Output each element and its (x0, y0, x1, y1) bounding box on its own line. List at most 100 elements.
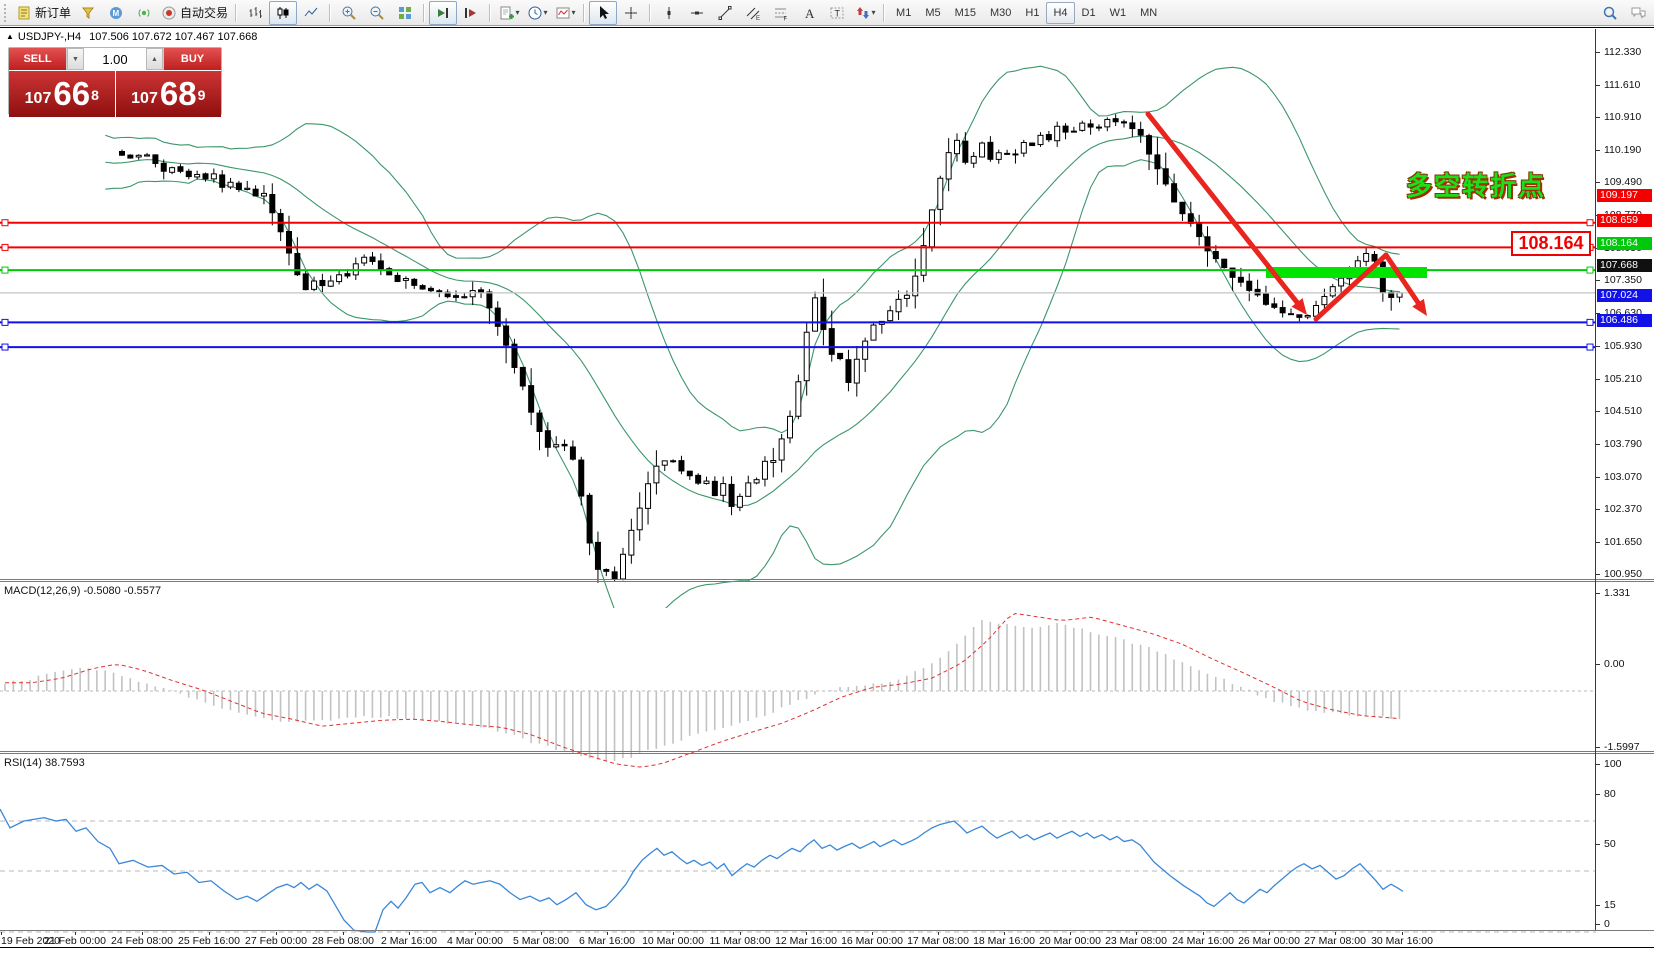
candle-body (536, 412, 543, 432)
text-button[interactable]: A (795, 1, 823, 25)
chart-shift-button[interactable] (457, 1, 485, 25)
line-handle[interactable] (1586, 343, 1594, 351)
line-handle[interactable] (1, 243, 9, 251)
price-chart-canvas[interactable] (0, 56, 1596, 608)
line-handle[interactable] (1, 266, 9, 274)
buy-price-button[interactable]: 107 68 9 (115, 71, 221, 117)
clock-icon (528, 6, 542, 19)
label-button[interactable]: T (823, 1, 851, 25)
sell-button[interactable]: SELL (9, 48, 66, 70)
mql5-community-button[interactable]: M (102, 1, 130, 25)
timeframe-m1[interactable]: M1 (896, 6, 912, 19)
trend-arrow-line[interactable] (1383, 252, 1426, 312)
vertical-line-button[interactable] (655, 1, 683, 25)
time-axis-label: 23 Mar 08:00 (1105, 935, 1167, 947)
tile-windows-button[interactable] (391, 1, 419, 25)
timeframe-w1[interactable]: W1 (1109, 6, 1127, 19)
candle-body (1279, 307, 1286, 314)
time-tick-mark (673, 932, 674, 935)
timeframe-m5[interactable]: M5 (925, 6, 941, 19)
chevron-down-icon[interactable]: ▾ (871, 8, 876, 17)
time-axis[interactable]: 19 Feb 2020 21 Feb 00:00 24 Feb 08:00 25 Fe… (0, 932, 1654, 949)
line-handle[interactable] (1, 318, 9, 326)
line-handle[interactable] (1, 343, 9, 351)
macd-panel-canvas[interactable] (0, 610, 1596, 776)
search-button[interactable] (1596, 1, 1624, 25)
zoom-out-button[interactable] (363, 1, 391, 25)
horizontal-line-button[interactable] (683, 1, 711, 25)
time-axis-label: 16 Mar 00:00 (841, 935, 903, 947)
axis-tick-mark (1596, 924, 1600, 925)
trendline-button[interactable] (711, 1, 739, 25)
signals-button[interactable] (130, 1, 158, 25)
channel-button[interactable]: E (739, 1, 767, 25)
sell-price-button[interactable]: 107 66 8 (9, 71, 116, 117)
line-handle[interactable] (1, 219, 9, 227)
cursor-button[interactable] (589, 0, 618, 25)
zoom-in-button[interactable] (335, 1, 363, 25)
candle-body (1020, 141, 1027, 154)
trend-arrow-line[interactable] (1145, 111, 1305, 312)
fibonacci-button[interactable]: F (767, 1, 795, 25)
svg-text:T: T (835, 8, 841, 18)
chevron-down-icon[interactable]: ▾ (571, 8, 576, 17)
history-center-button[interactable] (74, 1, 102, 25)
timeframe-m15[interactable]: M15 (954, 6, 976, 19)
time-axis-label: 20 Mar 00:00 (1039, 935, 1101, 947)
turning-point-annotation[interactable]: 多空转折点 (1406, 172, 1547, 202)
candle-body (954, 139, 960, 155)
line-handle[interactable] (1586, 219, 1594, 227)
timeframe-h1[interactable]: H1 (1025, 6, 1040, 19)
periods-button[interactable]: ▾ (523, 1, 551, 25)
price-axis[interactable]: 112.330111.610110.910110.190109.490108.7… (1596, 29, 1654, 930)
collapse-panel-icon[interactable]: ▲ (6, 32, 14, 41)
templates-button[interactable]: ▾ (551, 1, 579, 25)
candle-body (1271, 303, 1278, 308)
new-chart-button[interactable]: ▾ (495, 1, 523, 25)
chevron-down-icon[interactable]: ▾ (515, 8, 520, 17)
time-axis-label: 10 Mar 00:00 (642, 935, 704, 947)
candle-body (302, 273, 309, 291)
volume-decrease-button[interactable]: ▼ (67, 48, 84, 70)
svg-text:M: M (113, 9, 120, 18)
crosshair-button[interactable] (617, 1, 645, 25)
line-handle[interactable] (1586, 318, 1594, 326)
axis-tick-mark (1596, 52, 1600, 53)
auto-trading-button[interactable]: 自动交易 (158, 1, 231, 25)
auto-scroll-button[interactable] (429, 0, 458, 25)
highlight-zone-rect[interactable] (1266, 267, 1427, 278)
timeframe-m30[interactable]: M30 (990, 6, 1012, 19)
candlestick-chart-button[interactable] (269, 0, 298, 25)
volume-input[interactable]: 1.00 (84, 48, 146, 70)
axis-tick-mark (1596, 593, 1600, 594)
chat-button[interactable] (1624, 1, 1652, 25)
candle-body (336, 274, 343, 283)
panel-divider[interactable] (0, 579, 1654, 580)
level-price-label[interactable]: 108.164 (1511, 231, 1591, 256)
panel-divider[interactable] (0, 751, 1654, 752)
axis-tick-mark (1596, 541, 1600, 543)
price-axis-tick: 107.350 (1604, 274, 1642, 287)
buy-button[interactable]: BUY (164, 48, 221, 70)
new-order-button[interactable]: 新订单 (13, 1, 74, 25)
axis-tick-mark (1596, 345, 1600, 347)
line-chart-button[interactable] (297, 1, 325, 25)
volume-increase-button[interactable]: ▲ (146, 48, 163, 70)
timeframe-mn[interactable]: MN (1140, 6, 1158, 19)
line-handle[interactable] (1586, 266, 1594, 274)
price-axis-tick: 103.070 (1604, 470, 1642, 483)
price-level-chip: 108.659 (1597, 213, 1652, 227)
panel-divider[interactable] (0, 581, 1654, 582)
timeframe-d1[interactable]: D1 (1081, 6, 1096, 19)
panel-divider[interactable] (0, 753, 1654, 754)
timeframe-h4[interactable]: H4 (1046, 1, 1075, 24)
candle-body (720, 483, 727, 496)
time-axis-label: 2 Mar 16:00 (380, 935, 438, 947)
arrows-button[interactable]: ▾ (851, 1, 879, 25)
new-order-icon (18, 6, 30, 19)
chevron-down-icon[interactable]: ▾ (543, 8, 548, 17)
toolbar-separator (329, 3, 332, 22)
rsi-panel-canvas[interactable] (0, 782, 1596, 956)
bar-chart-button[interactable] (241, 1, 269, 25)
trend-arrow-line[interactable] (1313, 252, 1389, 322)
